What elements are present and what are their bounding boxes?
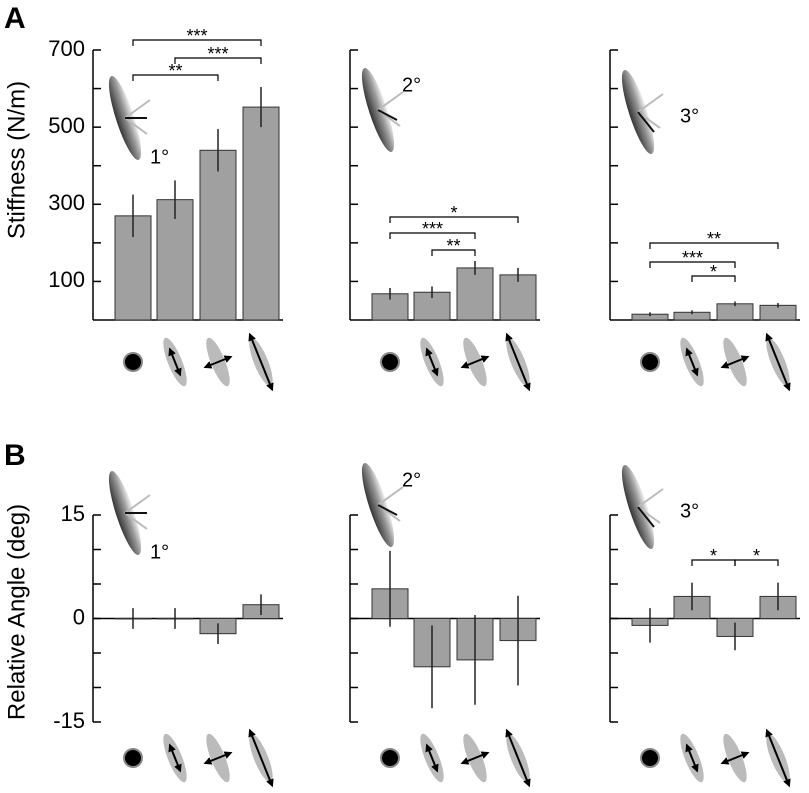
y-axis-label: Relative Angle (deg) — [3, 504, 30, 720]
inset-axis — [637, 111, 655, 133]
y-tick-label: 700 — [48, 36, 85, 61]
condition-arrow — [685, 743, 699, 773]
y-tick-label: 15 — [61, 501, 85, 526]
condition-icon — [640, 748, 660, 768]
inset-axis — [124, 99, 151, 119]
significance-bracket — [649, 261, 736, 268]
inset-axis — [377, 486, 404, 506]
condition-arrow — [203, 355, 233, 369]
significance-label: * — [710, 546, 717, 566]
bar — [242, 106, 280, 321]
condition-arrow — [168, 743, 182, 773]
significance-bracket — [132, 39, 262, 46]
significance-label: *** — [207, 44, 228, 64]
inset-axis — [124, 512, 148, 530]
significance-label: ** — [707, 229, 721, 249]
significance-label: * — [450, 203, 457, 223]
condition-arrow — [425, 743, 439, 773]
condition-arrow — [765, 332, 791, 392]
significance-bracket — [174, 57, 262, 64]
condition-arrow — [765, 728, 791, 788]
inset-label: 3° — [680, 105, 699, 127]
condition-arrow — [203, 751, 233, 765]
bar — [456, 267, 494, 321]
inset-axis — [377, 91, 404, 111]
significance-bracket — [389, 216, 519, 223]
inset-axis — [637, 111, 661, 129]
significance-label: *** — [682, 248, 703, 268]
condition-arrow — [168, 347, 182, 377]
y-axis-label: Stiffness (N/m) — [3, 81, 30, 239]
condition-arrow — [248, 728, 274, 788]
condition-icon — [380, 352, 400, 372]
condition-arrow — [720, 751, 750, 765]
significance-bracket — [691, 275, 736, 282]
inset-axis — [637, 93, 664, 113]
inset-axis — [637, 488, 664, 508]
condition-icon — [380, 748, 400, 768]
inset-axis — [124, 494, 151, 514]
inset-axis — [377, 504, 398, 516]
panel-label: B — [4, 439, 26, 472]
significance-label: * — [710, 262, 717, 282]
inset-axis — [637, 506, 655, 528]
inset-label: 2° — [402, 74, 421, 96]
significance-label: ** — [446, 236, 460, 256]
significance-bracket — [734, 559, 779, 566]
significance-label: *** — [422, 219, 443, 239]
condition-icon — [640, 352, 660, 372]
significance-label: *** — [186, 26, 207, 46]
y-tick-label: 0 — [73, 604, 85, 629]
inset-label: 1° — [150, 146, 169, 168]
inset-label: 3° — [680, 500, 699, 522]
significance-bracket — [132, 74, 219, 81]
bar — [156, 199, 194, 321]
bar — [716, 303, 754, 321]
significance-bracket — [431, 249, 476, 256]
y-tick-label: 500 — [48, 113, 85, 138]
inset-label: 2° — [402, 469, 421, 491]
condition-icon — [123, 352, 143, 372]
condition-arrow — [460, 751, 490, 765]
inset-label: 1° — [150, 541, 169, 563]
condition-arrow — [685, 347, 699, 377]
condition-arrow — [505, 728, 531, 788]
inset-axis — [637, 506, 661, 524]
y-tick-label: -15 — [53, 708, 85, 733]
significance-bracket — [389, 232, 476, 239]
condition-arrow — [720, 355, 750, 369]
condition-arrow — [248, 332, 274, 392]
bar — [499, 274, 537, 321]
condition-icon — [123, 748, 143, 768]
inset-axis — [377, 109, 398, 121]
condition-arrow — [460, 355, 490, 369]
y-tick-label: 100 — [48, 267, 85, 292]
condition-arrow — [505, 332, 531, 392]
inset-axis — [124, 117, 148, 135]
bar — [199, 149, 237, 321]
significance-label: * — [753, 546, 760, 566]
significance-bracket — [649, 242, 779, 249]
panel-label: A — [4, 2, 26, 35]
significance-label: ** — [168, 61, 182, 81]
condition-arrow — [425, 347, 439, 377]
y-tick-label: 300 — [48, 190, 85, 215]
